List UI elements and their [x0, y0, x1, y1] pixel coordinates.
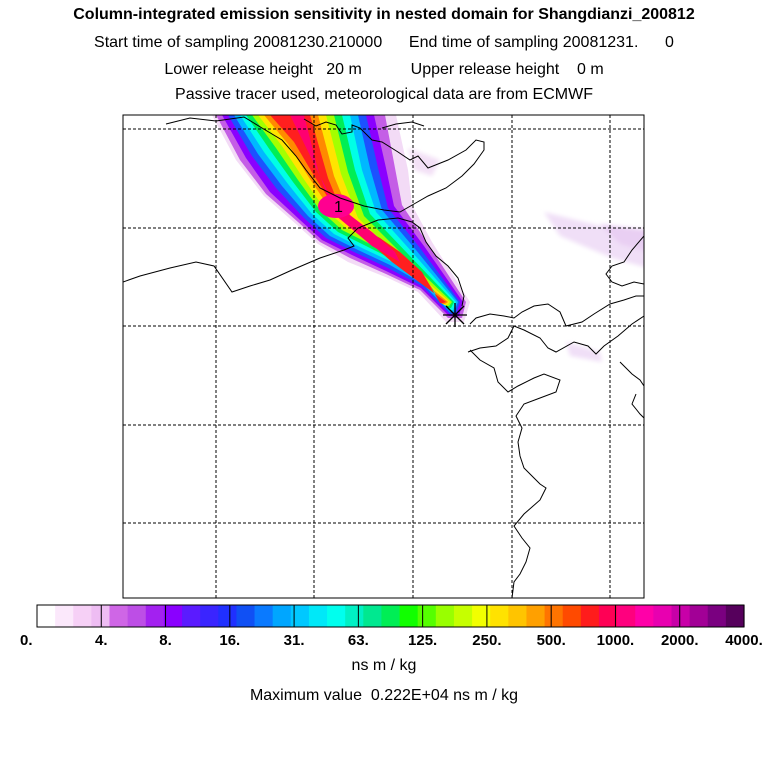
- colorbar-swatch: [562, 605, 582, 627]
- colorbar-tick-label: 125.: [408, 632, 438, 649]
- plume-band: [290, 115, 400, 262]
- colorbar-tick-label: 250.: [472, 632, 502, 649]
- coastline-peninsula: [469, 295, 644, 327]
- colorbar-swatch: [200, 605, 219, 627]
- colorbar-swatch: [635, 605, 654, 627]
- colorbar-swatch: [55, 605, 74, 627]
- faint-patch: [408, 148, 440, 176]
- plume-max-label: 1: [334, 199, 343, 216]
- coastlines: [123, 116, 644, 598]
- coastline-northeast: [381, 121, 425, 129]
- map-panel: 1: [123, 115, 644, 598]
- map-frame: [122, 114, 645, 599]
- colorbar-tick-label: 31.: [283, 632, 305, 649]
- faint-sensitivity-patches: [408, 148, 644, 362]
- colorbar-swatch: [236, 605, 256, 627]
- colorbar-swatch: [308, 605, 328, 627]
- colorbar-swatch: [182, 605, 201, 627]
- colorbar-swatch: [73, 605, 92, 627]
- colorbar-swatch: [671, 605, 691, 627]
- colorbar-swatch: [508, 605, 528, 627]
- colorbar-swatch: [707, 605, 727, 627]
- colorbar-swatch: [254, 605, 274, 627]
- colorbar-swatch: [109, 605, 129, 627]
- coastline-east-yellow-sea: [467, 315, 644, 355]
- coastline-gulf: [123, 217, 465, 307]
- colorbar-swatch: [218, 605, 238, 627]
- colorbar-tick-label: 0.: [20, 632, 33, 649]
- tracer-info: Passive tracer used, meteorological data…: [175, 86, 593, 103]
- colorbar-tick-label: 4000.: [725, 632, 763, 649]
- colorbar-tick-label: 1000.: [596, 632, 635, 649]
- colorbar-tick-label: 8.: [159, 632, 172, 649]
- coastline-east-edge: [605, 235, 644, 287]
- colorbar-swatch: [145, 605, 165, 627]
- coastline-china-east: [469, 349, 561, 598]
- plume: [212, 115, 470, 322]
- colorbar-swatch: [163, 605, 183, 627]
- colorbar-swatch: [526, 605, 546, 627]
- colorbar-swatch: [653, 605, 673, 627]
- maximum-value: Maximum value 0.222E+04 ns m / kg: [249, 687, 519, 704]
- colorbar-swatch: [580, 605, 600, 627]
- colorbar-tick-label: 16.: [219, 632, 241, 649]
- colorbar-swatch: [363, 605, 383, 627]
- colorbar-tick-label: 500.: [536, 632, 566, 649]
- colorbar-swatch: [725, 605, 745, 627]
- colorbar-swatch: [327, 605, 346, 627]
- colorbar-swatch: [381, 605, 401, 627]
- colorbar-swatch: [544, 605, 564, 627]
- faint-patch: [600, 224, 644, 251]
- coastline-northern-bay: [165, 116, 485, 213]
- colorbar-swatch: [91, 605, 111, 627]
- release-heights: Lower release height 20 m Upper release …: [164, 61, 604, 78]
- graticule: [123, 115, 644, 598]
- colorbar-swatch: [417, 605, 437, 627]
- colorbar-swatch: [689, 605, 709, 627]
- colorbar-swatch: [617, 605, 636, 627]
- colorbar-swatch: [127, 605, 147, 627]
- colorbar-swatch: [345, 605, 364, 627]
- colorbar-tick-label: 63.: [347, 632, 369, 649]
- colorbar-swatch: [435, 605, 455, 627]
- colorbar-swatch: [290, 605, 310, 627]
- asterisk-icon: [443, 303, 467, 327]
- colorbar: [37, 605, 745, 627]
- colorbar-swatch: [399, 605, 419, 627]
- coastline-korea-south: [631, 393, 644, 419]
- colorbar-swatch: [453, 605, 473, 627]
- colorbar-swatch: [472, 605, 491, 627]
- sampling-times: Start time of sampling 20081230.210000 E…: [94, 34, 674, 51]
- colorbar-swatch: [598, 605, 618, 627]
- colorbar-swatch: [37, 605, 56, 627]
- coastline-korea: [619, 361, 644, 387]
- faint-patch: [544, 212, 644, 267]
- colorbar-units: ns m / kg: [351, 657, 417, 674]
- colorbar-tick-label: 2000.: [660, 632, 699, 649]
- colorbar-swatch: [490, 605, 509, 627]
- chart-title: Column-integrated emission sensitivity i…: [73, 6, 695, 23]
- colorbar-swatch: [272, 605, 292, 627]
- faint-patch: [566, 342, 602, 362]
- colorbar-tick-label: 4.: [95, 632, 108, 649]
- colorbar-frame: [36, 604, 745, 628]
